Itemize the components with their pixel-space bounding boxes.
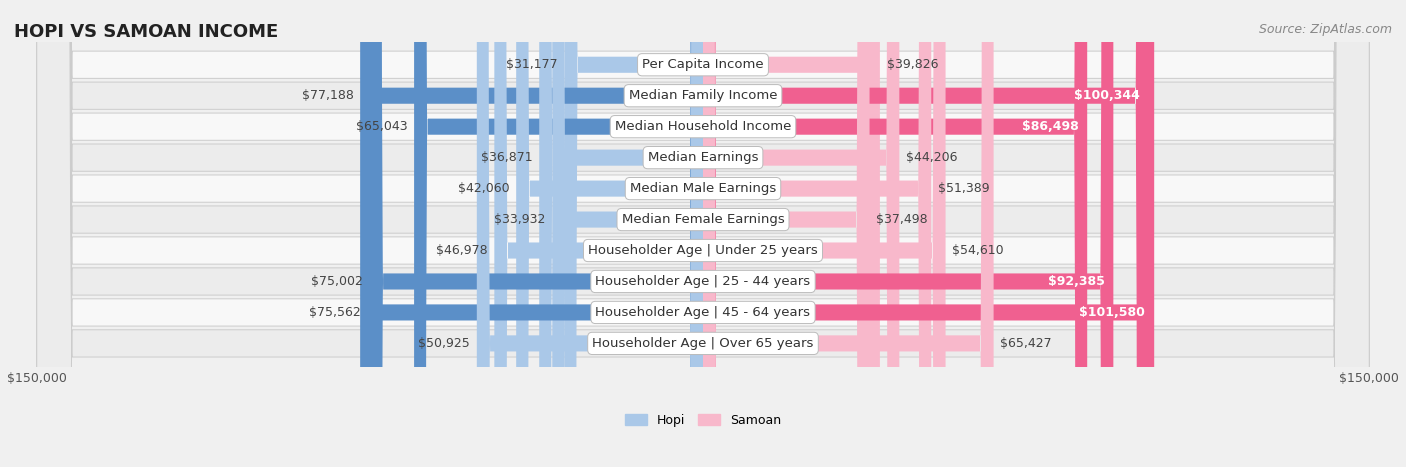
FancyBboxPatch shape <box>37 0 1369 467</box>
Text: Householder Age | 45 - 64 years: Householder Age | 45 - 64 years <box>596 306 810 319</box>
Text: $101,580: $101,580 <box>1080 306 1146 319</box>
FancyBboxPatch shape <box>703 0 1114 467</box>
Text: Householder Age | Under 25 years: Householder Age | Under 25 years <box>588 244 818 257</box>
FancyBboxPatch shape <box>703 0 994 467</box>
Text: Median Earnings: Median Earnings <box>648 151 758 164</box>
Text: Median Male Earnings: Median Male Earnings <box>630 182 776 195</box>
Text: $86,498: $86,498 <box>1022 120 1078 133</box>
Text: Median Family Income: Median Family Income <box>628 89 778 102</box>
FancyBboxPatch shape <box>540 0 703 467</box>
FancyBboxPatch shape <box>703 0 1154 467</box>
Text: $39,826: $39,826 <box>887 58 938 71</box>
Text: $75,562: $75,562 <box>309 306 361 319</box>
FancyBboxPatch shape <box>553 0 703 467</box>
FancyBboxPatch shape <box>37 0 1369 467</box>
Text: $37,498: $37,498 <box>876 213 928 226</box>
FancyBboxPatch shape <box>703 0 869 467</box>
Text: $42,060: $42,060 <box>458 182 509 195</box>
FancyBboxPatch shape <box>360 0 703 467</box>
FancyBboxPatch shape <box>703 0 931 467</box>
FancyBboxPatch shape <box>516 0 703 467</box>
Text: $54,610: $54,610 <box>952 244 1004 257</box>
Text: $65,043: $65,043 <box>356 120 408 133</box>
FancyBboxPatch shape <box>495 0 703 467</box>
Text: Householder Age | Over 65 years: Householder Age | Over 65 years <box>592 337 814 350</box>
Text: Median Household Income: Median Household Income <box>614 120 792 133</box>
FancyBboxPatch shape <box>37 0 1369 467</box>
FancyBboxPatch shape <box>37 0 1369 467</box>
FancyBboxPatch shape <box>565 0 703 467</box>
Text: $77,188: $77,188 <box>302 89 353 102</box>
Text: $31,177: $31,177 <box>506 58 558 71</box>
FancyBboxPatch shape <box>367 0 703 467</box>
Text: $92,385: $92,385 <box>1047 275 1105 288</box>
Text: Source: ZipAtlas.com: Source: ZipAtlas.com <box>1258 23 1392 36</box>
Text: Householder Age | 25 - 44 years: Householder Age | 25 - 44 years <box>595 275 811 288</box>
FancyBboxPatch shape <box>703 0 1087 467</box>
Text: $33,932: $33,932 <box>495 213 546 226</box>
Text: $75,002: $75,002 <box>311 275 363 288</box>
FancyBboxPatch shape <box>415 0 703 467</box>
FancyBboxPatch shape <box>703 0 1149 467</box>
FancyBboxPatch shape <box>370 0 703 467</box>
FancyBboxPatch shape <box>37 0 1369 467</box>
FancyBboxPatch shape <box>37 0 1369 467</box>
FancyBboxPatch shape <box>703 0 946 467</box>
FancyBboxPatch shape <box>703 0 880 467</box>
FancyBboxPatch shape <box>37 0 1369 467</box>
FancyBboxPatch shape <box>37 0 1369 467</box>
FancyBboxPatch shape <box>37 0 1369 467</box>
Text: Per Capita Income: Per Capita Income <box>643 58 763 71</box>
FancyBboxPatch shape <box>37 0 1369 467</box>
Text: $65,427: $65,427 <box>1000 337 1052 350</box>
FancyBboxPatch shape <box>477 0 703 467</box>
Text: $100,344: $100,344 <box>1074 89 1140 102</box>
Text: HOPI VS SAMOAN INCOME: HOPI VS SAMOAN INCOME <box>14 23 278 42</box>
Text: $46,978: $46,978 <box>436 244 488 257</box>
Text: $36,871: $36,871 <box>481 151 533 164</box>
Text: $51,389: $51,389 <box>938 182 990 195</box>
FancyBboxPatch shape <box>703 0 900 467</box>
Text: $50,925: $50,925 <box>419 337 470 350</box>
Text: $44,206: $44,206 <box>905 151 957 164</box>
Text: Median Female Earnings: Median Female Earnings <box>621 213 785 226</box>
Legend: Hopi, Samoan: Hopi, Samoan <box>620 409 786 432</box>
